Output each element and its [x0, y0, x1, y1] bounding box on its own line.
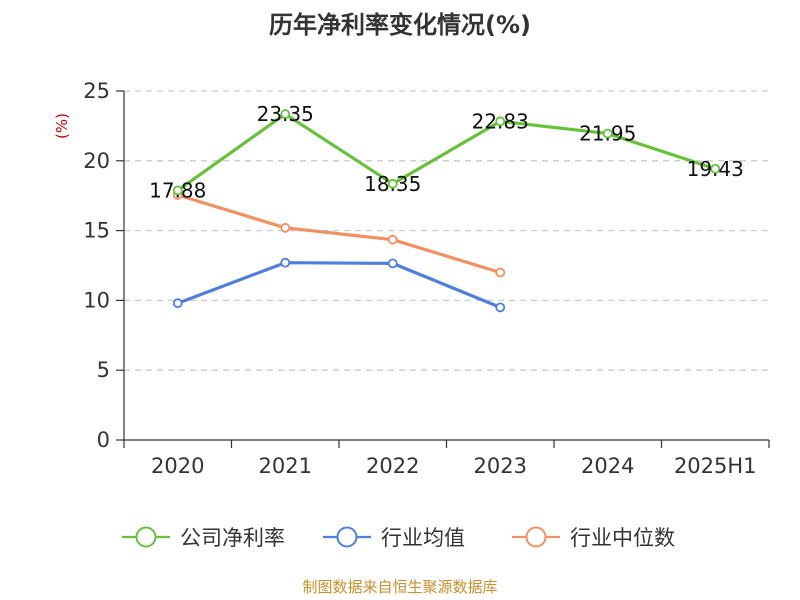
y-tick-label: 5 [97, 358, 110, 382]
x-tick-label: 2023 [474, 454, 527, 478]
data-point [387, 178, 398, 189]
series-line [176, 112, 717, 192]
legend-marker [336, 526, 358, 548]
y-tick-label: 25 [83, 79, 110, 103]
y-tick-label: 10 [83, 288, 110, 312]
data-point [280, 222, 291, 233]
legend-item-label: 行业中位数 [570, 526, 675, 550]
data-point [280, 257, 291, 268]
y-tick-label: 0 [97, 428, 110, 452]
data-point [495, 116, 506, 127]
x-tick-label: 2021 [259, 454, 312, 478]
data-label: 19.43 [687, 157, 744, 181]
data-label: 23.35 [257, 102, 314, 126]
series-line [176, 193, 502, 275]
x-tick-label: 2020 [151, 454, 204, 478]
legend-item-label: 公司净利率 [180, 526, 285, 550]
data-point [172, 298, 183, 309]
data-label: 21.95 [579, 122, 636, 146]
data-point [495, 267, 506, 278]
data-point [387, 258, 398, 269]
x-tick-label: 2024 [581, 454, 634, 478]
data-point [172, 185, 183, 196]
gridlines [124, 90, 769, 371]
data-label: 17.88 [149, 178, 206, 202]
legend: 公司净利率 行业均值 行业中位数 [122, 526, 675, 550]
chart-title: 历年净利率变化情况(%) [269, 11, 531, 39]
legend-marker [525, 526, 547, 548]
data-point [710, 163, 721, 174]
data-label: 18.35 [364, 172, 421, 196]
data-point [280, 109, 291, 119]
y-tick-label: 20 [83, 149, 110, 173]
data-point [495, 302, 506, 313]
source-note: 制图数据来自恒生聚源数据库 [302, 578, 497, 596]
x-tick-label: 2025H1 [674, 454, 757, 478]
axes: 0 5 10 15 20 25 2020 2021 2022 2023 2024 2025H1 [83, 79, 770, 478]
series-line [176, 261, 502, 309]
data-point [387, 234, 398, 245]
series-layer [172, 109, 721, 313]
data-labels: 17.88 23.35 18.35 22.83 21.95 19.43 [149, 102, 744, 202]
y-tick-label: 15 [83, 219, 110, 243]
legend-item-label: 行业均值 [381, 526, 465, 550]
data-label: 22.83 [472, 109, 529, 133]
y-axis-label: (%) [53, 113, 71, 139]
legend-marker [135, 526, 157, 548]
data-point [602, 128, 613, 139]
x-tick-label: 2022 [366, 454, 419, 478]
